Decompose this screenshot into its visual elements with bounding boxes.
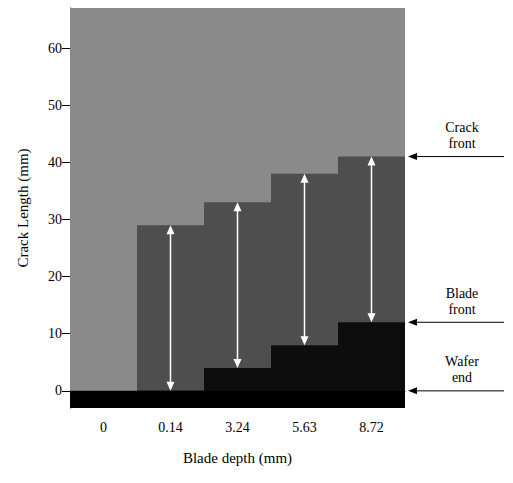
svg-text:0: 0 xyxy=(100,420,107,435)
svg-text:10: 10 xyxy=(48,326,62,341)
svg-text:Crack: Crack xyxy=(445,120,478,135)
svg-text:60: 60 xyxy=(48,41,62,56)
svg-text:3.24: 3.24 xyxy=(225,420,250,435)
svg-text:20: 20 xyxy=(48,269,62,284)
svg-text:5.63: 5.63 xyxy=(292,420,317,435)
svg-text:50: 50 xyxy=(48,98,62,113)
svg-text:front: front xyxy=(448,136,475,151)
svg-text:Crack Length (mm): Crack Length (mm) xyxy=(15,148,32,267)
svg-text:0.14: 0.14 xyxy=(158,420,183,435)
svg-text:Blade depth (mm): Blade depth (mm) xyxy=(183,450,292,467)
svg-text:0: 0 xyxy=(55,383,62,398)
svg-text:front: front xyxy=(448,302,475,317)
svg-text:30: 30 xyxy=(48,212,62,227)
svg-text:Blade: Blade xyxy=(446,286,479,301)
svg-text:8.72: 8.72 xyxy=(359,420,384,435)
svg-text:Wafer: Wafer xyxy=(445,354,479,369)
svg-text:end: end xyxy=(452,370,472,385)
svg-text:40: 40 xyxy=(48,155,62,170)
